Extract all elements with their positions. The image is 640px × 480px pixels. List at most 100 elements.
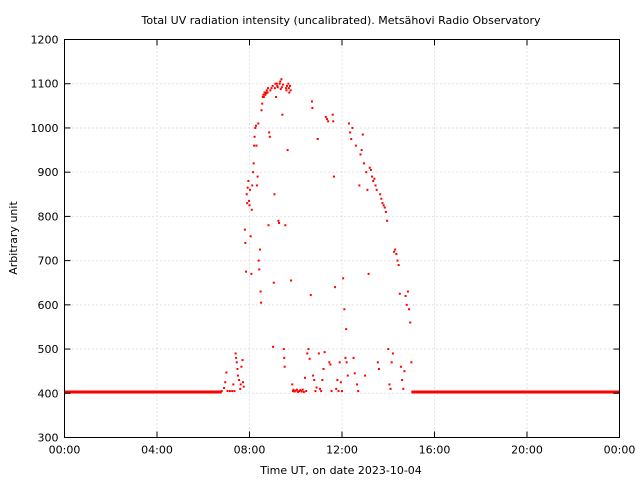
data-point xyxy=(383,206,386,209)
data-point xyxy=(259,290,262,293)
data-point xyxy=(373,177,376,180)
data-point xyxy=(282,83,285,86)
data-point xyxy=(319,387,322,390)
data-point xyxy=(304,376,306,379)
data-point xyxy=(254,126,257,129)
data-point xyxy=(305,390,308,393)
x-tick-label: 12:00 xyxy=(326,444,358,457)
data-point xyxy=(354,144,357,147)
data-point xyxy=(372,180,375,183)
data-point xyxy=(284,224,287,227)
data-point xyxy=(287,87,290,90)
data-point xyxy=(339,381,342,384)
y-tick-label: 600 xyxy=(38,299,59,312)
data-point xyxy=(289,89,292,92)
data-point xyxy=(297,390,300,393)
data-point xyxy=(394,248,397,251)
data-point xyxy=(295,388,298,391)
data-point xyxy=(255,184,258,187)
data-point xyxy=(252,162,255,165)
data-point xyxy=(352,356,355,359)
data-point xyxy=(351,126,354,129)
data-point xyxy=(261,102,264,105)
y-tick-label: 1000 xyxy=(31,122,59,135)
data-point xyxy=(244,241,247,244)
data-point xyxy=(332,175,335,178)
data-point xyxy=(393,250,396,253)
data-point xyxy=(275,82,278,85)
data-point xyxy=(248,199,251,202)
data-point xyxy=(346,374,349,377)
data-point xyxy=(312,374,315,377)
data-point xyxy=(311,107,314,110)
data-point xyxy=(225,371,228,374)
y-tick-label: 400 xyxy=(38,387,59,400)
data-point xyxy=(293,390,296,393)
data-point xyxy=(349,131,352,134)
data-point xyxy=(272,345,275,348)
data-point xyxy=(327,120,330,123)
data-point xyxy=(302,390,305,393)
data-point xyxy=(260,301,263,304)
data-point xyxy=(241,359,244,362)
data-point xyxy=(300,390,303,393)
data-point xyxy=(265,89,268,92)
data-point xyxy=(245,193,248,196)
data-point xyxy=(251,184,254,187)
data-point xyxy=(321,379,324,382)
data-point xyxy=(250,272,253,275)
data-point xyxy=(405,303,408,306)
data-point xyxy=(316,138,319,140)
data-point xyxy=(402,387,405,390)
data-point xyxy=(371,175,374,178)
data-point xyxy=(257,122,260,125)
data-point xyxy=(277,219,280,222)
data-point xyxy=(267,87,269,90)
data-point xyxy=(398,292,401,295)
data-point xyxy=(410,361,413,364)
data-point xyxy=(330,390,333,393)
data-point xyxy=(265,92,268,95)
data-point xyxy=(263,91,266,94)
data-point xyxy=(232,383,235,386)
data-point xyxy=(428,391,431,394)
data-point xyxy=(285,89,288,92)
data-point xyxy=(234,352,237,355)
data-point xyxy=(409,321,412,324)
data-point xyxy=(278,222,281,225)
data-point xyxy=(419,390,422,393)
grid xyxy=(64,39,620,438)
data-point xyxy=(368,166,371,169)
plot-frame xyxy=(64,39,620,438)
data-point xyxy=(250,208,253,211)
data-point xyxy=(309,294,312,297)
data-point xyxy=(264,93,267,96)
data-point xyxy=(249,235,252,238)
data-point xyxy=(269,89,272,92)
data-point xyxy=(367,272,370,275)
data-point xyxy=(246,186,249,189)
y-tick-label: 1200 xyxy=(31,34,59,47)
data-point xyxy=(364,374,367,377)
data-point xyxy=(256,175,259,178)
data-point xyxy=(301,388,304,391)
data-point xyxy=(223,386,226,389)
data-point xyxy=(239,387,242,390)
data-point xyxy=(262,95,265,98)
data-point xyxy=(433,390,436,393)
data-point xyxy=(279,80,282,83)
data-point xyxy=(315,386,318,389)
data-point xyxy=(376,361,379,364)
data-point xyxy=(279,88,282,91)
data-point xyxy=(254,124,257,127)
y-tick-label: 500 xyxy=(38,343,59,356)
data-point xyxy=(285,84,288,87)
data-point xyxy=(387,348,390,351)
data-point xyxy=(235,361,238,364)
data-point xyxy=(397,264,400,267)
data-point xyxy=(275,95,278,98)
data-point xyxy=(344,356,347,359)
data-point xyxy=(308,357,311,360)
data-point xyxy=(255,144,258,147)
